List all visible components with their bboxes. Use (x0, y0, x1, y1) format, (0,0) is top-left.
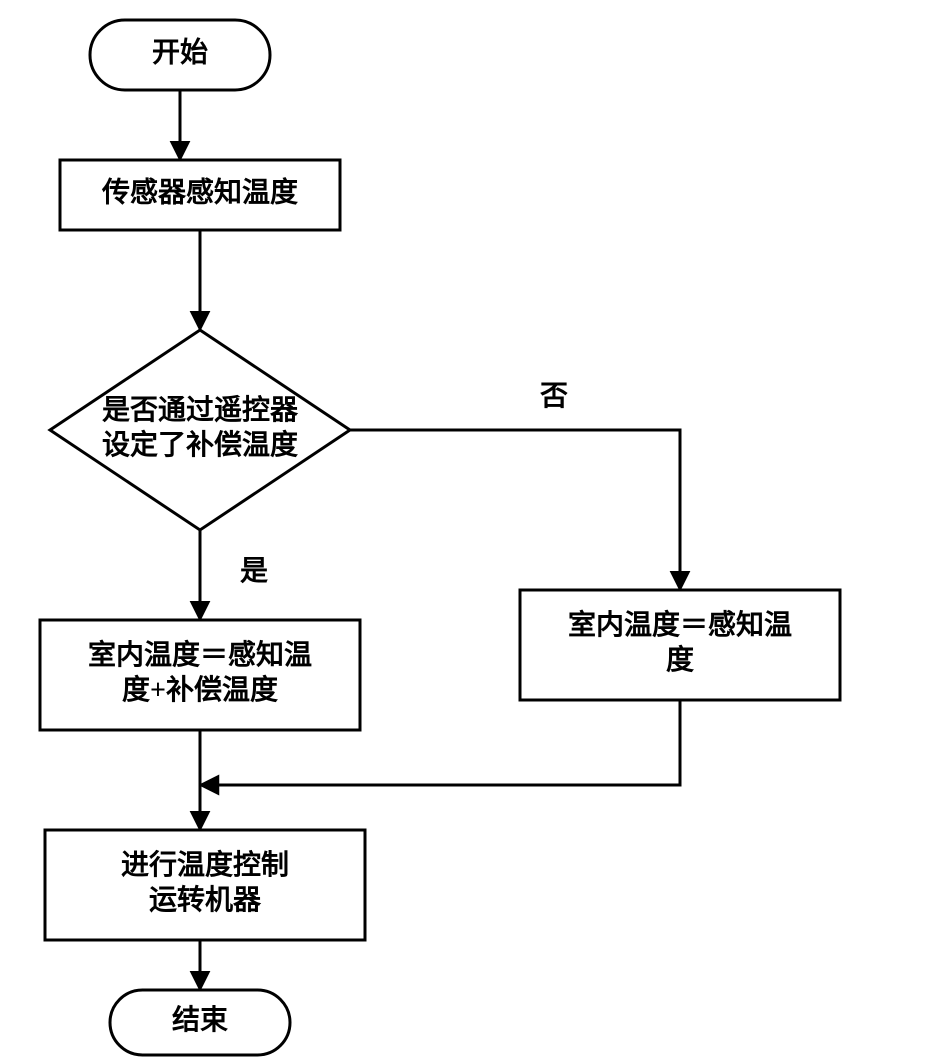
node-decide: 是否通过遥控器设定了补偿温度 (50, 330, 350, 530)
node-decide-text-1: 设定了补偿温度 (102, 428, 298, 461)
node-end-text-0: 结束 (172, 1004, 228, 1036)
node-sense: 传感器感知温度 (60, 160, 340, 230)
node-decide-text-0: 是否通过遥控器 (102, 394, 299, 426)
node-yesCalc: 室内温度＝感知温度+补偿温度 (40, 620, 360, 730)
node-noCalc-text-0: 室内温度＝感知温 (568, 608, 792, 641)
node-noCalc-text-1: 度 (666, 644, 694, 676)
node-noCalc: 室内温度＝感知温度 (520, 590, 840, 700)
node-end: 结束 (110, 990, 290, 1055)
node-run-text-0: 进行温度控制 (121, 848, 289, 881)
node-start: 开始 (90, 20, 270, 90)
flowchart-canvas: 是否开始传感器感知温度是否通过遥控器设定了补偿温度室内温度＝感知温度+补偿温度室… (0, 0, 926, 1061)
node-start-text-0: 开始 (152, 36, 208, 68)
edge-label-是: 是 (240, 556, 268, 587)
node-run: 进行温度控制运转机器 (45, 830, 365, 940)
edge-label-否: 否 (540, 381, 568, 412)
edge-decide-noCalc (350, 430, 680, 590)
node-yesCalc-text-0: 室内温度＝感知温 (88, 638, 312, 671)
node-run-text-1: 运转机器 (149, 884, 262, 916)
nodes-group: 开始传感器感知温度是否通过遥控器设定了补偿温度室内温度＝感知温度+补偿温度室内温… (40, 20, 840, 1055)
node-yesCalc-text-1: 度+补偿温度 (122, 674, 278, 706)
node-sense-text-0: 传感器感知温度 (101, 175, 298, 208)
